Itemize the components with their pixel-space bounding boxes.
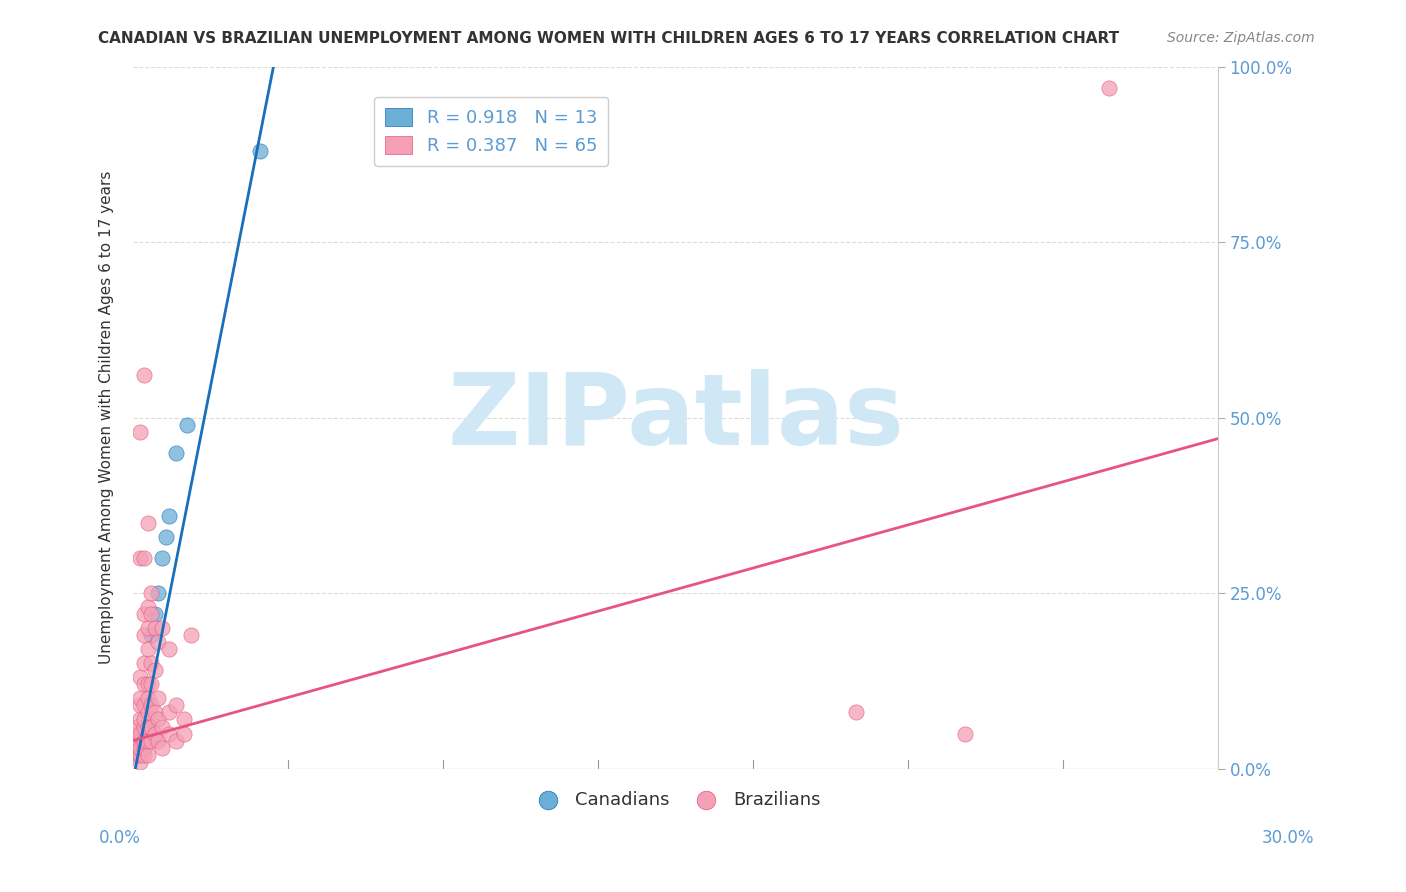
Point: [136, 733, 159, 747]
Point: [132, 719, 155, 733]
Point: [129, 713, 152, 727]
Point: [155, 530, 177, 544]
Point: [132, 740, 155, 755]
Point: [148, 635, 170, 649]
Point: [157, 706, 180, 720]
Point: [150, 740, 173, 755]
Point: [132, 677, 155, 691]
Point: [136, 642, 159, 657]
Point: [141, 657, 163, 671]
Point: [143, 664, 166, 678]
Point: [173, 713, 195, 727]
Point: [132, 747, 155, 762]
Point: [143, 726, 166, 740]
Y-axis label: Unemployment Among Women with Children Ages 6 to 17 years: Unemployment Among Women with Children A…: [100, 171, 114, 665]
Point: [136, 600, 159, 615]
Point: [132, 726, 155, 740]
Point: [136, 719, 159, 733]
Point: [125, 740, 148, 755]
Point: [141, 719, 163, 733]
Point: [129, 691, 152, 706]
Point: [157, 642, 180, 657]
Point: [166, 733, 188, 747]
Point: [845, 706, 868, 720]
Point: [166, 446, 188, 460]
Point: [157, 726, 180, 740]
Point: [132, 698, 155, 713]
Point: [132, 551, 155, 566]
Text: 30.0%: 30.0%: [1263, 829, 1315, 847]
Point: [150, 551, 173, 566]
Point: [136, 747, 159, 762]
Point: [136, 621, 159, 635]
Point: [129, 755, 152, 769]
Point: [136, 691, 159, 706]
Point: [129, 747, 152, 762]
Point: [136, 516, 159, 530]
Point: [132, 657, 155, 671]
Point: [150, 719, 173, 733]
Point: [953, 726, 976, 740]
Text: CANADIAN VS BRAZILIAN UNEMPLOYMENT AMONG WOMEN WITH CHILDREN AGES 6 TO 17 YEARS : CANADIAN VS BRAZILIAN UNEMPLOYMENT AMONG…: [98, 31, 1119, 46]
Point: [249, 144, 271, 158]
Point: [129, 670, 152, 684]
Point: [136, 719, 159, 733]
Point: [132, 733, 155, 747]
Point: [136, 677, 159, 691]
Point: [180, 628, 202, 642]
Point: [148, 713, 170, 727]
Point: [132, 628, 155, 642]
Point: [129, 740, 152, 755]
Point: [132, 607, 155, 622]
Point: [141, 586, 163, 600]
Point: [143, 621, 166, 635]
Point: [176, 417, 198, 432]
Point: [129, 425, 152, 439]
Point: [129, 733, 152, 747]
Point: [157, 508, 180, 523]
Point: [136, 706, 159, 720]
Point: [125, 733, 148, 747]
Text: Source: ZipAtlas.com: Source: ZipAtlas.com: [1167, 31, 1315, 45]
Point: [125, 747, 148, 762]
Point: [125, 726, 148, 740]
Point: [166, 698, 188, 713]
Point: [141, 628, 163, 642]
Point: [141, 698, 163, 713]
Point: [125, 719, 148, 733]
Point: [132, 713, 155, 727]
Point: [129, 551, 152, 566]
Point: [173, 726, 195, 740]
Point: [125, 747, 148, 762]
Point: [141, 607, 163, 622]
Point: [1098, 80, 1121, 95]
Point: [148, 691, 170, 706]
Point: [143, 607, 166, 622]
Point: [150, 621, 173, 635]
Point: [141, 733, 163, 747]
Text: 0.0%: 0.0%: [98, 829, 141, 847]
Text: ZIPatlas: ZIPatlas: [447, 369, 904, 467]
Point: [143, 706, 166, 720]
Point: [132, 368, 155, 383]
Legend: Canadians, Brazilians: Canadians, Brazilians: [523, 783, 828, 816]
Point: [141, 677, 163, 691]
Point: [148, 586, 170, 600]
Point: [129, 726, 152, 740]
Point: [148, 733, 170, 747]
Point: [129, 698, 152, 713]
